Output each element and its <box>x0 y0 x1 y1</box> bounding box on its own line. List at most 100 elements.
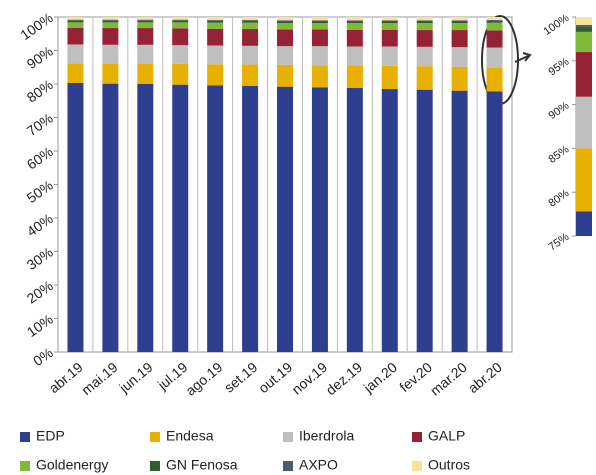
bar-segment <box>207 85 224 352</box>
bar-segment <box>102 22 119 29</box>
bar-segment <box>67 17 84 20</box>
legend-swatch <box>150 432 160 442</box>
bar-segment <box>381 46 398 66</box>
bar-segment <box>451 30 468 48</box>
bar-segment <box>416 17 433 21</box>
y-tick-label: 100% <box>541 12 571 38</box>
bar-segment <box>416 89 433 352</box>
zoom-bar-segment <box>576 26 592 32</box>
y-tick-label: 85% <box>546 143 571 166</box>
legend-swatch <box>283 461 293 471</box>
bar-segment <box>102 44 119 64</box>
legend-swatch <box>20 432 30 442</box>
bar-segment <box>242 20 259 23</box>
bar-segment <box>451 20 468 22</box>
bar-segment <box>311 21 328 24</box>
x-tick-label: nov.19 <box>289 359 331 398</box>
bar-segment <box>137 84 154 352</box>
bar-segment <box>277 17 293 21</box>
bar-segment <box>486 47 503 68</box>
legend-swatch <box>283 432 293 442</box>
bar-segment <box>416 23 433 31</box>
y-tick-label: 50% <box>24 177 56 206</box>
bar-segment <box>311 29 328 47</box>
legend-label: Goldenergy <box>36 457 108 473</box>
bar-segment <box>137 22 154 29</box>
bar-segment <box>277 23 293 30</box>
bar-segment <box>311 20 328 22</box>
bar-segment <box>242 64 259 87</box>
bar-segment <box>207 17 224 21</box>
bar-segment <box>102 83 119 352</box>
bar-segment <box>172 19 189 21</box>
bar-segment <box>172 17 189 20</box>
bar-segment <box>172 63 189 85</box>
bar-segment <box>311 17 328 21</box>
bar-segment <box>381 20 398 22</box>
zoom-bar-segment <box>576 24 592 27</box>
bar-segment <box>207 22 224 29</box>
bar-segment <box>172 84 189 353</box>
legend-swatch <box>20 461 30 471</box>
bar-segment <box>242 86 259 352</box>
bar-segment <box>277 64 293 87</box>
bar-segment <box>416 21 433 24</box>
bar-segment <box>486 30 503 48</box>
bar-segment <box>311 65 328 88</box>
bar-segment <box>346 21 363 24</box>
bar-segment <box>67 19 84 21</box>
x-tick-label: set.19 <box>221 359 261 396</box>
zoom-bar-segment <box>576 52 592 97</box>
y-tick-label: 0% <box>30 344 56 369</box>
x-tick-label: ago.19 <box>182 359 225 399</box>
legend-label: AXPO <box>299 457 338 473</box>
bar-segment <box>451 21 468 24</box>
bar-segment <box>486 20 503 23</box>
arrow <box>514 55 529 63</box>
bar-segment <box>137 20 154 23</box>
y-tick-label: 100% <box>17 9 56 43</box>
bar-segment <box>102 17 119 20</box>
bar-segment <box>311 23 328 30</box>
bar-segment <box>381 21 398 24</box>
arrow-head <box>522 52 532 62</box>
bar-segment <box>311 87 328 352</box>
x-tick-label: abr.20 <box>465 359 505 396</box>
x-tick-label: out.19 <box>255 359 295 396</box>
legend-label: Outros <box>428 457 470 473</box>
bar-segment <box>381 23 398 30</box>
bar-segment <box>346 65 363 89</box>
bar-segment <box>137 17 154 20</box>
y-tick-label: 95% <box>546 56 571 79</box>
y-tick-label: 90% <box>546 99 571 122</box>
y-tick-label: 40% <box>24 210 56 239</box>
bar-segment <box>451 17 468 21</box>
bar-segment <box>207 20 224 21</box>
zoom-bar-segment <box>576 148 592 212</box>
y-tick-label: 75% <box>546 231 571 254</box>
bar-segment <box>207 28 224 46</box>
bar-segment <box>242 17 259 21</box>
bar-segment <box>172 22 189 29</box>
legend-label: GALP <box>428 428 465 444</box>
y-tick-label: 60% <box>24 143 56 172</box>
zoom-bar-segment <box>576 31 592 53</box>
x-tick-label: mai.19 <box>78 359 121 398</box>
bar-segment <box>207 45 224 65</box>
bar-segment <box>486 20 503 21</box>
bar-segment <box>451 66 468 91</box>
y-tick-label: 30% <box>24 244 56 273</box>
bar-segment <box>137 28 154 45</box>
bar-segment <box>137 44 154 64</box>
bar-segment <box>311 46 328 66</box>
y-tick-label: 80% <box>546 187 571 210</box>
bar-segment <box>486 22 503 31</box>
bar-segment <box>451 23 468 31</box>
y-tick-label: 10% <box>24 311 56 340</box>
bar-segment <box>346 46 363 66</box>
zoom-bar-segment <box>576 96 592 149</box>
y-tick-label: 70% <box>24 110 56 139</box>
bar-segment <box>242 22 259 30</box>
bar-segment <box>67 82 84 353</box>
